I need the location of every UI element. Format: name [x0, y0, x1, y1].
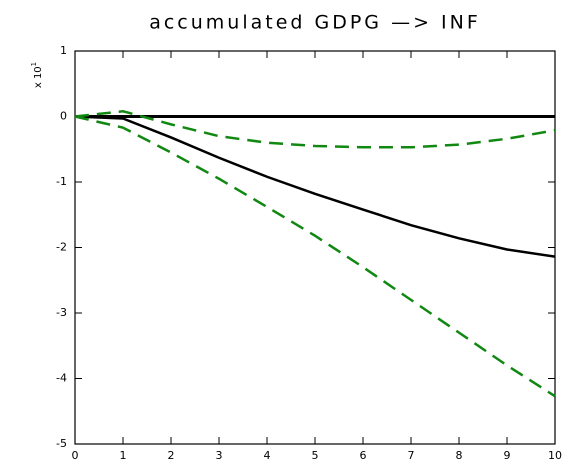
x-tick-label: 3: [216, 449, 223, 461]
y-tick-label: -5: [56, 437, 67, 450]
x-tick-label: 5: [312, 449, 319, 461]
y-tick-label: -3: [56, 306, 67, 319]
y-tick-label: -1: [56, 175, 67, 188]
plot-frame: [74, 50, 556, 445]
x-tick-label: 6: [360, 449, 367, 461]
x-tick-label: 7: [408, 449, 415, 461]
y-multiplier: x 101: [30, 62, 44, 88]
y-tick-label: -2: [56, 241, 67, 254]
y-multiplier-base: x 10: [33, 66, 44, 88]
x-tick-label: 2: [168, 449, 175, 461]
y-tick-label: 0: [60, 110, 67, 123]
x-tick-label: 0: [72, 449, 79, 461]
x-tick-label: 9: [504, 449, 511, 461]
y-tick-label: 1: [60, 44, 67, 57]
y-multiplier-exponent: 1: [30, 62, 38, 66]
x-tick-label: 8: [456, 449, 463, 461]
x-tick-label: 10: [548, 449, 562, 461]
series-line: [74, 115, 556, 398]
y-tick-label: -4: [56, 372, 67, 385]
series-line: [74, 115, 556, 258]
chart-title: accumulated GDPG —> INF: [149, 12, 481, 34]
x-tick-label: 1: [120, 449, 127, 461]
x-tick-label: 4: [264, 449, 271, 461]
series-line: [74, 109, 556, 149]
